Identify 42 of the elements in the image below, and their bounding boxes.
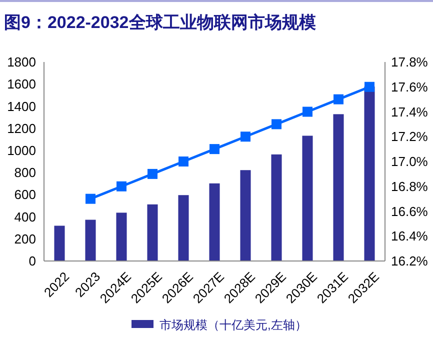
- y-tick-label: 1600: [7, 76, 36, 92]
- y2-tick-label: 17.4%: [391, 104, 428, 120]
- y2-tick-label: 16.6%: [391, 204, 428, 219]
- y-tick-label: 0: [28, 254, 36, 269]
- point: [272, 119, 282, 130]
- point: [240, 132, 250, 142]
- bar: [209, 183, 220, 261]
- bar: [54, 226, 65, 261]
- bar: [178, 195, 189, 261]
- legend-label: 市场规模（十亿美元,左轴）: [160, 318, 307, 332]
- y2-tick-label: 16.4%: [391, 228, 428, 244]
- point: [302, 106, 312, 117]
- bar: [302, 136, 313, 261]
- y2-tick-label: 16.8%: [391, 178, 428, 194]
- y-tick-label: 200: [14, 231, 36, 246]
- bar: [240, 170, 251, 261]
- bar: [333, 114, 344, 261]
- y-tick-label: 800: [14, 165, 36, 180]
- point: [86, 194, 96, 204]
- y-tick-label: 1800: [7, 54, 36, 70]
- point: [178, 156, 188, 166]
- y2-tick-label: 17.8%: [391, 54, 428, 70]
- y2-tick-label: 17.6%: [391, 79, 428, 94]
- point: [210, 144, 220, 154]
- point: [364, 82, 374, 92]
- y-tick-label: 1000: [7, 142, 36, 158]
- y-tick-label: 1200: [7, 120, 36, 136]
- y-tick-label: 600: [14, 187, 36, 202]
- bar: [85, 220, 96, 261]
- bar: [147, 204, 158, 261]
- point: [148, 168, 158, 179]
- point: [116, 181, 126, 192]
- y2-tick-label: 16.2%: [391, 254, 428, 269]
- bar: [364, 86, 375, 261]
- y2-tick-label: 17.2%: [391, 129, 428, 144]
- point: [334, 94, 344, 104]
- y-tick-label: 400: [14, 209, 36, 224]
- chart-title: 图9：2022-2032全球工业物联网市场规模: [4, 13, 316, 32]
- y-tick-label: 1400: [7, 98, 36, 114]
- bar: [116, 212, 127, 261]
- bar: [271, 154, 282, 261]
- y2-tick-label: 17.0%: [391, 154, 428, 170]
